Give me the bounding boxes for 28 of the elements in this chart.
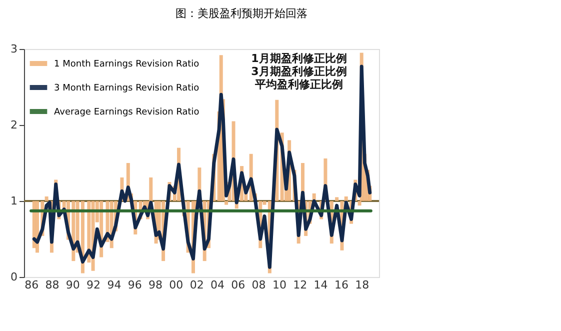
y-tick-label: 2	[10, 118, 18, 132]
legend-label: 3 Month Earnings Revision Ratio	[54, 84, 200, 94]
chart-title: 图：美股盈利预期开始回落	[176, 7, 308, 20]
y-tick-label: 0	[10, 270, 18, 284]
y-tick-label: 1	[10, 194, 18, 208]
x-tick-label: 06	[231, 278, 246, 292]
x-tick-label: 18	[355, 278, 370, 292]
y-tick-label: 3	[10, 42, 18, 56]
annotation: 1月期盈利修正比例	[251, 52, 347, 65]
legend-label: Average Earnings Revision Ratio	[54, 108, 200, 118]
x-tick-label: 12	[293, 278, 308, 292]
x-tick-label: 90	[66, 278, 80, 292]
x-tick-label: 00	[169, 278, 184, 292]
annotation: 平均盈利修正比例	[254, 78, 343, 91]
legend-label: 1 Month Earnings Revision Ratio	[54, 60, 200, 70]
x-tick-label: 98	[148, 278, 163, 292]
x-tick-label: 94	[107, 278, 122, 292]
x-tick-label: 16	[334, 278, 348, 292]
x-tick-label: 96	[128, 278, 142, 292]
x-tick-label: 10	[272, 278, 286, 292]
x-tick-label: 14	[314, 278, 328, 292]
x-tick-label: 88	[45, 278, 60, 292]
x-tick-label: 92	[86, 278, 101, 292]
x-tick-label: 08	[252, 278, 266, 292]
annotation: 3月期盈利修正比例	[251, 65, 347, 78]
x-tick-label: 02	[190, 278, 204, 292]
x-tick-label: 86	[24, 278, 39, 292]
x-tick-label: 04	[210, 278, 224, 292]
